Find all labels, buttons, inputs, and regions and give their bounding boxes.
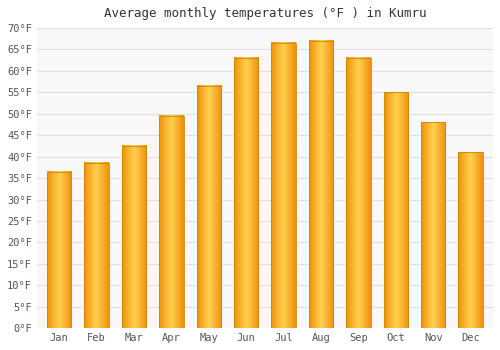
Bar (84, 163, 109, 328)
Bar (458, 152, 483, 328)
Bar (122, 146, 146, 328)
Bar (309, 41, 333, 328)
Bar (234, 58, 258, 328)
Bar (47, 172, 72, 328)
Bar (160, 116, 184, 328)
Bar (421, 122, 446, 328)
Title: Average monthly temperatures (°F ) in Kumru: Average monthly temperatures (°F ) in Ku… (104, 7, 426, 20)
Bar (346, 58, 370, 328)
Bar (272, 43, 296, 328)
Bar (384, 92, 408, 328)
Bar (196, 86, 221, 328)
